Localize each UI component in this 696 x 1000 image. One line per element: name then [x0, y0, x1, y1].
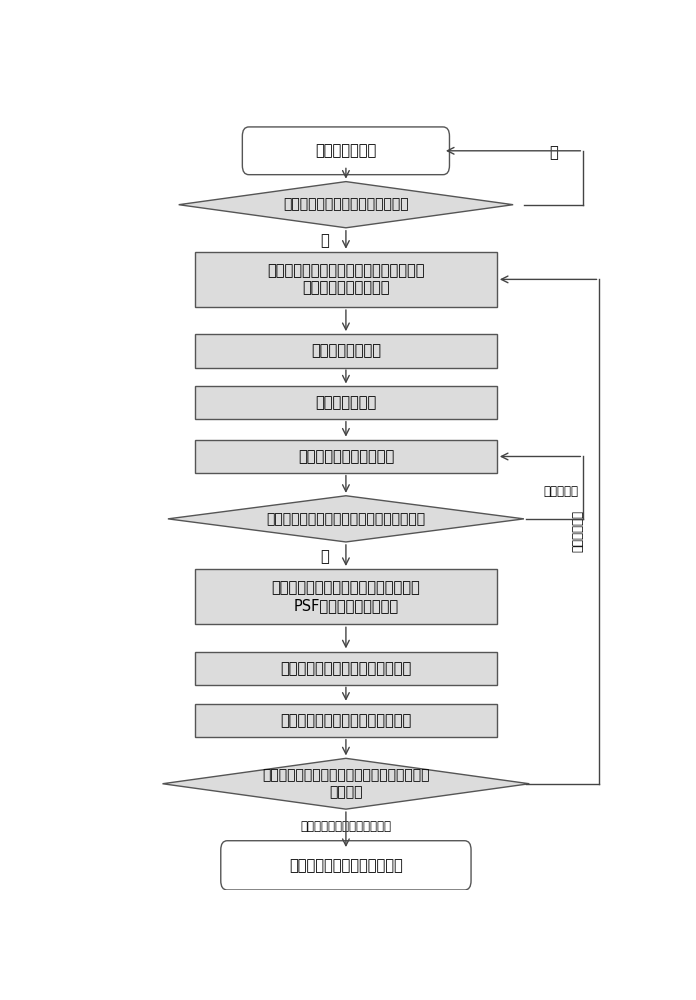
Text: 恒星点源图像处理：提取恒星灰度值和
PSF，求得环绕能量方程: 恒星点源图像处理：提取恒星灰度值和 PSF，求得环绕能量方程 — [271, 580, 420, 613]
Text: 评估图像，卫星下一圈是否对该星继续成像: 评估图像，卫星下一圈是否对该星继续成像 — [267, 512, 425, 526]
FancyBboxPatch shape — [195, 334, 497, 368]
Text: 绝对定标系数可用于在轨图像: 绝对定标系数可用于在轨图像 — [289, 858, 403, 873]
Polygon shape — [179, 182, 513, 228]
Polygon shape — [168, 496, 524, 542]
FancyBboxPatch shape — [221, 841, 471, 890]
Text: 最小二乘法建立线性响应关系: 最小二乘法建立线性响应关系 — [301, 820, 391, 833]
Text: 辐射基准星选取: 辐射基准星选取 — [315, 143, 377, 158]
Text: 计算系统暗场值: 计算系统暗场值 — [315, 395, 377, 410]
FancyBboxPatch shape — [195, 704, 497, 737]
FancyBboxPatch shape — [195, 652, 497, 685]
Text: 计算恒星图像的波段光谱校正函数: 计算恒星图像的波段光谱校正函数 — [280, 661, 411, 676]
FancyBboxPatch shape — [195, 569, 497, 624]
FancyBboxPatch shape — [195, 386, 497, 419]
FancyBboxPatch shape — [195, 252, 497, 307]
Text: 否: 否 — [549, 145, 558, 160]
Text: 成像参数设置（积分时间、级数和增益在
定标处理过程中一致）: 成像参数设置（积分时间、级数和增益在 定标处理过程中一致） — [267, 263, 425, 296]
Text: 卫星姿态机动是否对恒星推扫成像: 卫星姿态机动是否对恒星推扫成像 — [283, 198, 409, 212]
Text: 是: 是 — [320, 233, 329, 248]
Text: 姿态机动对恒星推扫成像: 姿态机动对恒星推扫成像 — [298, 449, 394, 464]
FancyBboxPatch shape — [195, 440, 497, 473]
Text: 下一圈继续: 下一圈继续 — [543, 485, 578, 498]
Text: 不同亮度恒星: 不同亮度恒星 — [571, 510, 585, 552]
FancyBboxPatch shape — [242, 127, 450, 175]
Polygon shape — [162, 758, 529, 809]
Text: 计算恒星在空间相机入瞳处辐亮度: 计算恒星在空间相机入瞳处辐亮度 — [280, 713, 411, 728]
Text: 获取不同亮度恒星对应的空间相机灰度值和入
瞳辐亮度: 获取不同亮度恒星对应的空间相机灰度值和入 瞳辐亮度 — [262, 769, 429, 799]
Text: 对深空暗目标成像: 对深空暗目标成像 — [311, 344, 381, 359]
Text: 是: 是 — [320, 549, 329, 564]
